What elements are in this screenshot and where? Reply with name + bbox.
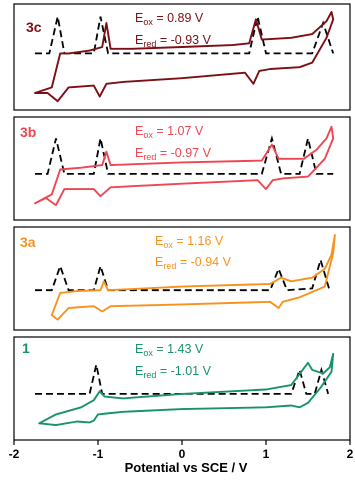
panels-group: 3c Eox = 0.89 V Ered = -0.93 V 3b Eox = 1.07… — [13, 3, 351, 441]
e-ox-annotation: Eox = 1.16 V — [155, 234, 224, 250]
dpv-trace-1 — [35, 364, 330, 395]
x-axis: -2 -1 0 1 2 — [9, 440, 354, 461]
cv-trace-3c — [34, 11, 335, 103]
e-red-annotation: Ered = -0.97 V — [135, 146, 212, 162]
panel-label: 3b — [20, 124, 36, 140]
x-tick-label: 2 — [347, 447, 354, 461]
panel-3a: 3a Eox = 1.16 V Ered = -0.94 V — [13, 226, 351, 331]
e-ox-annotation: Eox = 0.89 V — [135, 11, 204, 27]
cv-trace-3b — [34, 125, 335, 207]
x-tick-label: 1 — [263, 447, 270, 461]
e-red-annotation: Ered = -0.94 V — [155, 255, 232, 271]
x-tick-label: -1 — [93, 447, 104, 461]
dpv-trace-3c — [35, 16, 335, 55]
dpv-trace-3b — [35, 134, 334, 175]
panel-3c: 3c Eox = 0.89 V Ered = -0.93 V — [13, 3, 351, 111]
panel-label: 3c — [26, 19, 42, 35]
panel-1: 1 Eox = 1.43 V Ered = -1.01 V — [13, 336, 351, 441]
panel-frame — [13, 116, 351, 221]
panel-3b: 3b Eox = 1.07 V Ered = -0.97 V — [13, 116, 351, 221]
cv-trace-3a — [50, 234, 336, 321]
x-tick-label: -2 — [9, 447, 20, 461]
x-tick-label: 0 — [179, 447, 186, 461]
panel-label: 1 — [22, 340, 30, 356]
e-ox-annotation: Eox = 1.07 V — [135, 124, 204, 140]
x-axis-label: Potential vs SCE / V — [125, 460, 248, 475]
e-ox-annotation: Eox = 1.43 V — [135, 342, 204, 358]
cv-trace-1 — [38, 352, 335, 427]
panel-frame — [13, 3, 351, 111]
panel-frame — [13, 226, 351, 331]
e-red-annotation: Ered = -1.01 V — [135, 364, 212, 380]
panel-label: 3a — [20, 234, 36, 250]
e-red-annotation: Ered = -0.93 V — [135, 33, 212, 49]
